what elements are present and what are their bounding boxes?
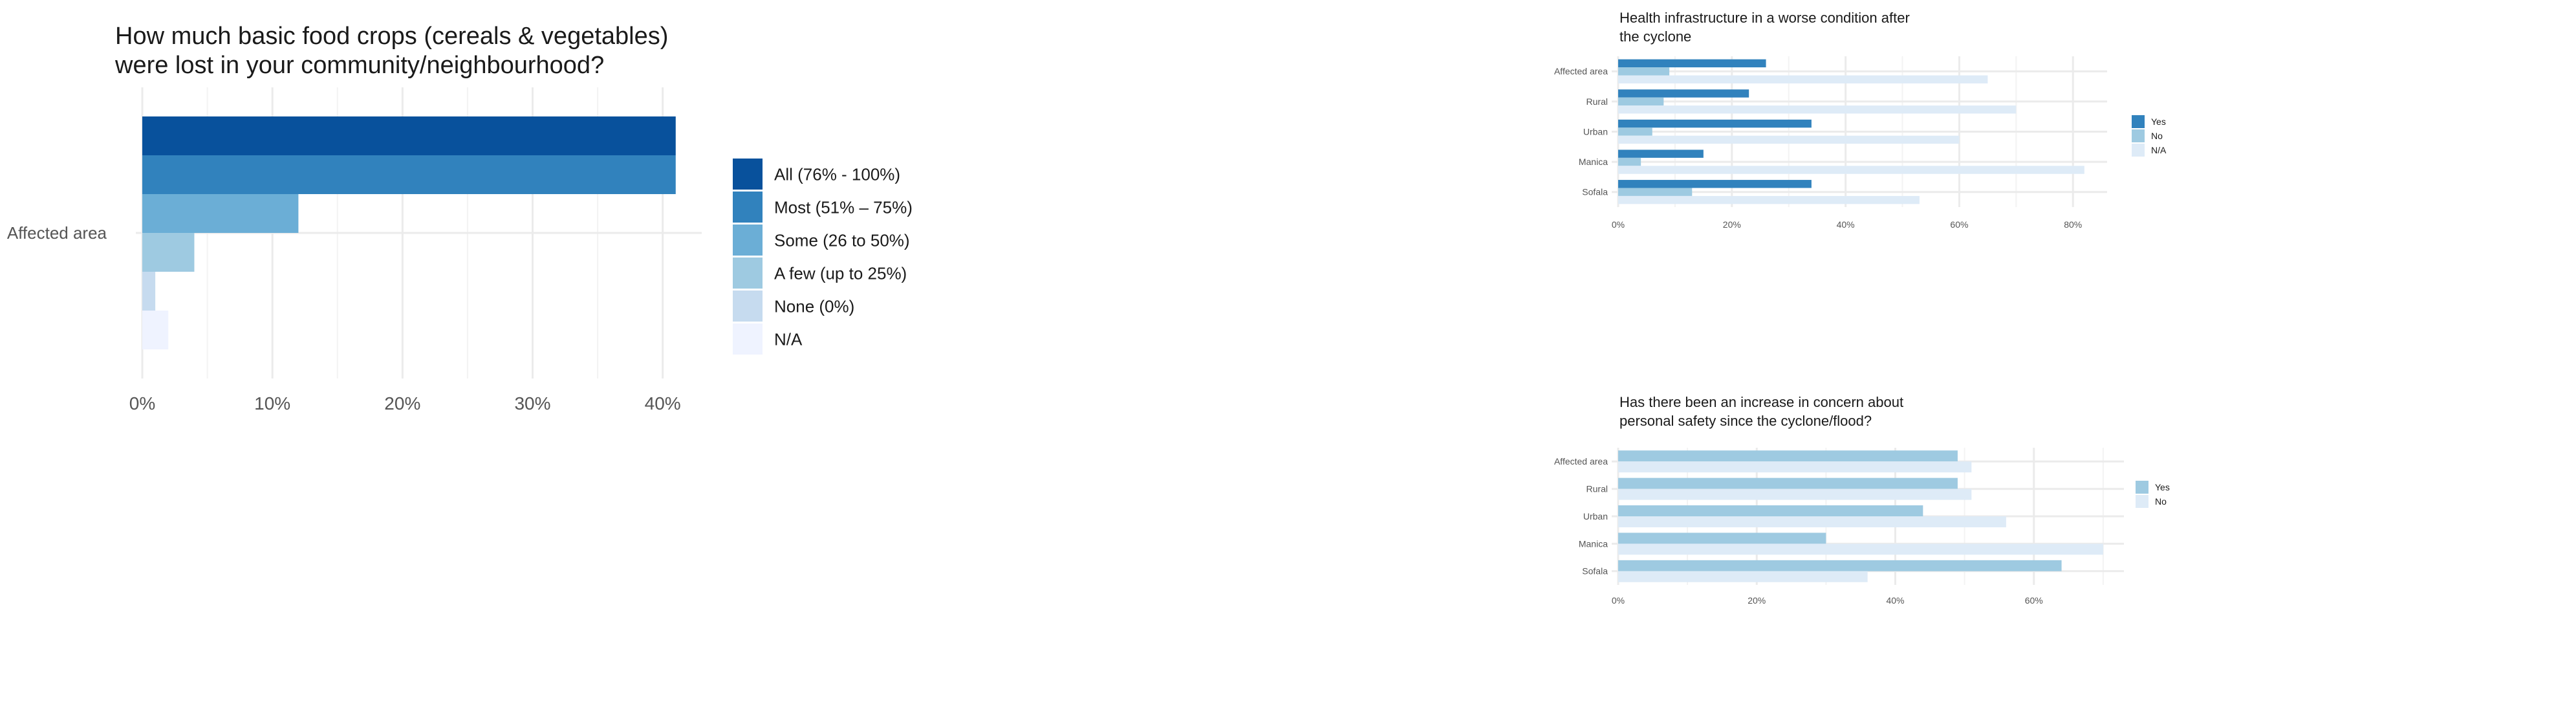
- bar-all-76-100: [142, 116, 676, 155]
- category-label: Affected area: [1554, 456, 1608, 466]
- bar-no: [1618, 571, 1868, 582]
- bar-n-a: [1618, 105, 2017, 114]
- chart-title-line: Health infrastructure in a worse conditi…: [1619, 10, 1910, 26]
- bar-yes: [1618, 560, 2062, 571]
- bar-a-few-up-to-25: [142, 233, 195, 272]
- bar-yes: [1618, 180, 1812, 188]
- category-label: Urban: [1583, 126, 1608, 137]
- x-tick-label: 40%: [645, 393, 681, 413]
- health-infrastructure-chart: Health infrastructure in a worse conditi…: [1552, 0, 2576, 395]
- category-label: Manica: [1579, 157, 1608, 167]
- legend-swatch: [733, 192, 763, 223]
- chart-title-line: Has there been an increase in concern ab…: [1619, 395, 1903, 410]
- x-tick-label: 0%: [1612, 219, 1625, 230]
- legend-swatch: [733, 159, 763, 190]
- x-tick-label: 10%: [254, 393, 290, 413]
- bar-n-a: [142, 311, 169, 349]
- bar-no: [1618, 516, 2006, 527]
- legend-swatch: [2132, 129, 2145, 142]
- food-crops-chart-svg: How much basic food crops (cereals & veg…: [7, 23, 913, 413]
- personal-safety-chart-svg: Has there been an increase in concern ab…: [1554, 395, 2170, 606]
- legend-swatch: [2132, 144, 2145, 157]
- bar-n-a: [1618, 135, 1960, 144]
- x-tick-label: 40%: [1886, 595, 1904, 606]
- category-label: Sofala: [1582, 566, 1608, 576]
- legend-swatch: [2136, 495, 2148, 508]
- legend-label: N/A: [2151, 145, 2167, 155]
- x-tick-label: 0%: [1612, 595, 1625, 606]
- health-infrastructure-chart-svg: Health infrastructure in a worse conditi…: [1554, 10, 2167, 230]
- chart-title-line: How much basic food crops (cereals & veg…: [115, 23, 668, 50]
- bar-yes: [1618, 477, 1958, 489]
- x-tick-label: 20%: [1723, 219, 1741, 230]
- bar-no: [1618, 543, 2103, 555]
- category-label: Sofala: [1582, 187, 1608, 197]
- bar-no: [1618, 127, 1652, 136]
- legend-label: Most (51% – 75%): [774, 197, 913, 217]
- legend-label: N/A: [774, 329, 803, 349]
- legend-swatch: [2136, 481, 2148, 494]
- bar-no: [1618, 157, 1641, 166]
- bar-n-a: [1618, 166, 2084, 174]
- category-label: Affected area: [7, 223, 107, 243]
- legend-swatch: [733, 291, 763, 322]
- legend-label: None (0%): [774, 296, 854, 316]
- bar-no: [1618, 97, 1664, 106]
- legend-swatch: [733, 258, 763, 289]
- bar-n-a: [1618, 195, 1920, 204]
- category-label: Rural: [1586, 96, 1608, 107]
- category-label: Urban: [1583, 511, 1608, 521]
- x-tick-label: 80%: [2064, 219, 2082, 230]
- bar-some-26-to-50: [142, 194, 299, 233]
- x-tick-label: 30%: [514, 393, 550, 413]
- legend-label: No: [2151, 131, 2163, 141]
- legend-swatch: [733, 324, 763, 355]
- bar-no: [1618, 488, 1972, 500]
- legend-label: Yes: [2155, 482, 2170, 492]
- bar-yes: [1618, 89, 1749, 98]
- personal-safety-chart: Has there been an increase in concern ab…: [1552, 395, 2576, 724]
- chart-title-line: the cyclone: [1619, 28, 1691, 45]
- food-crops-lost-chart: How much basic food crops (cereals & veg…: [7, 23, 913, 413]
- bar-yes: [1618, 59, 1766, 68]
- legend-label: All (76% - 100%): [774, 164, 900, 184]
- bar-no: [1618, 461, 1972, 473]
- bar-yes: [1618, 149, 1704, 158]
- bar-n-a: [1618, 75, 1988, 83]
- category-label: Manica: [1579, 538, 1608, 549]
- legend-label: A few (up to 25%): [774, 263, 907, 283]
- x-tick-label: 20%: [1748, 595, 1766, 606]
- bar-no: [1618, 188, 1693, 196]
- bar-yes: [1618, 450, 1958, 462]
- chart-title-line: personal safety since the cyclone/flood?: [1619, 413, 1872, 429]
- category-label: Affected area: [1554, 66, 1608, 76]
- x-tick-label: 60%: [1950, 219, 1968, 230]
- legend-swatch: [2132, 115, 2145, 128]
- legend-label: Yes: [2151, 116, 2166, 127]
- chart-title-line: were lost in your community/neighbourhoo…: [114, 52, 604, 79]
- bar-yes: [1618, 119, 1812, 128]
- x-tick-label: 60%: [2025, 595, 2043, 606]
- bar-yes: [1618, 505, 1923, 516]
- bar-none-0: [142, 272, 156, 311]
- x-tick-label: 40%: [1837, 219, 1855, 230]
- x-tick-label: 0%: [129, 393, 155, 413]
- legend-label: No: [2155, 496, 2167, 507]
- legend-swatch: [733, 225, 763, 256]
- category-label: Rural: [1586, 484, 1608, 494]
- bar-yes: [1618, 532, 1826, 544]
- bar-no: [1618, 67, 1670, 76]
- x-tick-label: 20%: [384, 393, 420, 413]
- bar-most-51-75: [142, 155, 676, 194]
- legend-label: Some (26 to 50%): [774, 230, 910, 250]
